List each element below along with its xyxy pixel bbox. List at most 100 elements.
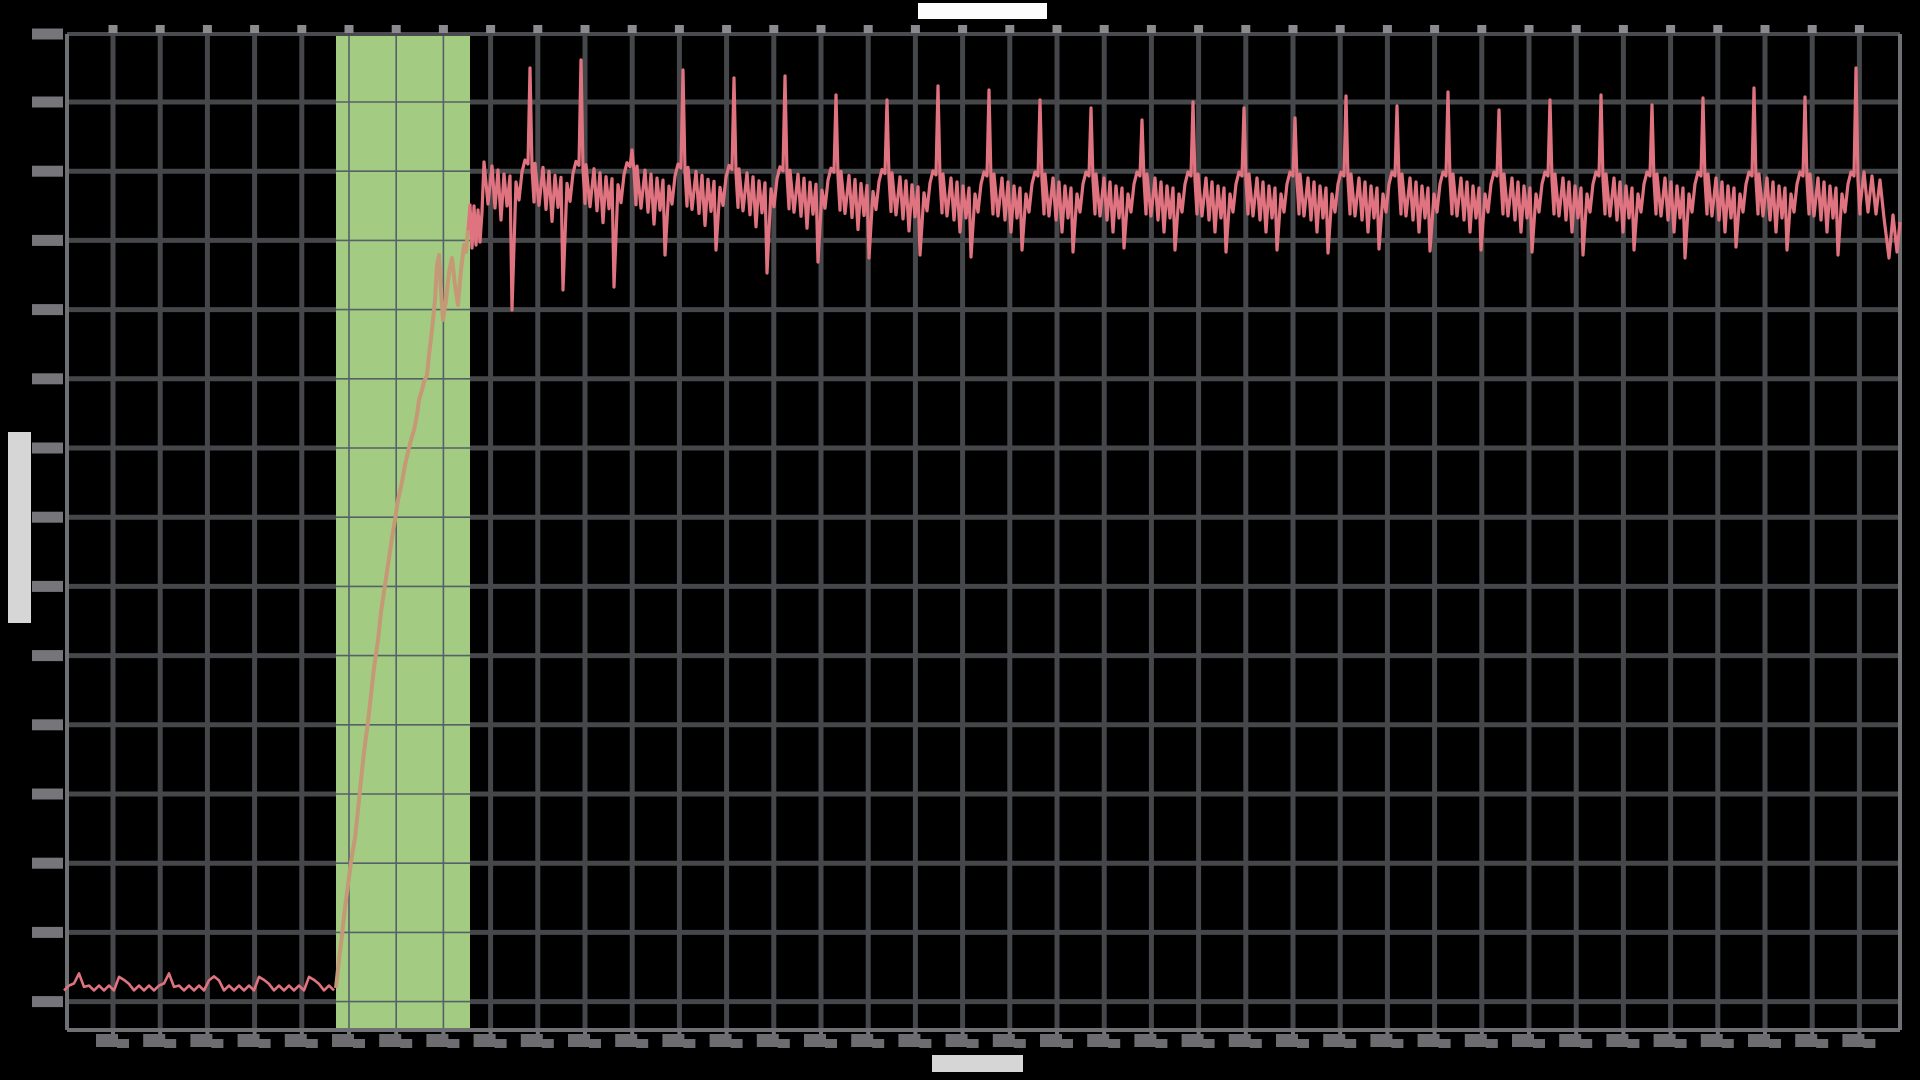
x-tick-label-block — [1417, 1034, 1440, 1047]
x-tick-label-block — [1181, 1034, 1204, 1047]
x-tick-label-block — [730, 1039, 743, 1048]
x-tick-label-block — [494, 1039, 507, 1048]
x-tick-label-block — [379, 1034, 402, 1047]
x-axis-top-tick — [1760, 25, 1770, 33]
x-axis-top-tick — [202, 25, 212, 33]
y-tick-label-block — [32, 650, 63, 662]
x-tick-label-block — [872, 1039, 885, 1048]
y-tick-label-block — [32, 96, 63, 108]
x-axis-top-tick — [486, 25, 496, 33]
x-tick-label-block — [117, 1039, 129, 1048]
x-tick-label-block — [1485, 1039, 1498, 1048]
x-tick-label-block — [1155, 1039, 1168, 1048]
x-axis-top-tick — [722, 25, 732, 33]
x-tick-label-block — [520, 1034, 543, 1047]
x-tick-label-block — [1040, 1034, 1062, 1047]
x-axis-top-tick — [438, 25, 448, 33]
x-axis-top-tick — [1524, 25, 1534, 33]
x-tick-label-block — [1013, 1039, 1026, 1048]
x-tick-label-block — [1202, 1039, 1215, 1048]
y-axis-label-text — [8, 432, 31, 623]
x-axis-top-tick — [1713, 25, 1723, 33]
series-line-rise — [334, 229, 470, 989]
y-tick-label-block — [32, 580, 63, 592]
x-tick-label-block — [96, 1034, 118, 1047]
x-tick-label-block — [1580, 1039, 1593, 1048]
x-tick-label-block — [1061, 1039, 1073, 1048]
x-tick-label-block — [1297, 1039, 1309, 1048]
x-axis-top-tick — [1146, 25, 1156, 33]
x-axis-top-tick — [1807, 25, 1817, 33]
x-tick-label-block — [164, 1039, 177, 1048]
x-tick-label-block — [1627, 1039, 1640, 1048]
chart-title-block — [918, 3, 1047, 19]
x-tick-label-block — [589, 1039, 601, 1048]
x-axis-top-tick — [250, 25, 260, 33]
x-tick-label-block — [258, 1039, 271, 1048]
y-tick-label-block — [32, 857, 63, 869]
y-tick-label-block — [32, 788, 63, 800]
x-tick-label-block — [1748, 1034, 1770, 1047]
x-tick-label-block — [945, 1034, 968, 1047]
x-tick-label-block — [898, 1034, 921, 1047]
x-tick-label-block — [211, 1039, 224, 1048]
x-tick-label-block — [1769, 1039, 1781, 1048]
x-tick-label-block — [426, 1034, 449, 1047]
x-tick-label-block — [1323, 1034, 1346, 1047]
x-axis-top-tick — [674, 25, 684, 33]
x-tick-label-block — [541, 1039, 554, 1048]
x-tick-label-block — [851, 1034, 874, 1047]
x-tick-label-block — [1606, 1034, 1629, 1047]
x-tick-label-block — [1795, 1034, 1818, 1047]
x-axis-top-tick — [344, 25, 354, 33]
x-axis-top-tick — [297, 25, 307, 33]
x-tick-label-block — [190, 1034, 213, 1047]
x-axis-top-tick — [1430, 25, 1440, 33]
series-line — [466, 58, 1902, 312]
y-tick-label-block — [32, 304, 63, 316]
x-axis-top-tick — [1288, 25, 1298, 33]
x-axis-top-tick — [1005, 25, 1015, 33]
y-tick-label-block — [32, 719, 63, 731]
x-axis-top-tick — [1666, 25, 1676, 33]
x-tick-label-block — [1134, 1034, 1157, 1047]
x-tick-label-block — [966, 1039, 979, 1048]
y-tick-label-block — [32, 165, 63, 177]
x-tick-label-block — [1370, 1034, 1393, 1047]
x-tick-label-block — [1863, 1039, 1876, 1048]
x-tick-label-block — [1559, 1034, 1582, 1047]
x-axis-top-tick — [1052, 25, 1062, 33]
y-tick-label-block — [32, 234, 63, 246]
x-tick-label-block — [1228, 1034, 1251, 1047]
x-axis-top-tick — [769, 25, 779, 33]
x-tick-label-block — [284, 1034, 307, 1047]
x-tick-label-block — [1438, 1039, 1451, 1048]
y-tick-label-block — [32, 926, 63, 938]
x-axis-top-tick — [1241, 25, 1251, 33]
x-tick-label-block — [1816, 1039, 1829, 1048]
x-tick-label-block — [1653, 1034, 1676, 1047]
x-tick-label-block — [756, 1034, 779, 1047]
y-tick-label-block — [32, 373, 63, 385]
x-tick-label-block — [683, 1039, 696, 1048]
x-tick-label-block — [825, 1039, 837, 1048]
x-axis-label-text — [932, 1055, 1023, 1072]
x-tick-label-block — [237, 1034, 260, 1047]
x-tick-label-block — [305, 1039, 318, 1048]
highlight-band — [336, 34, 470, 1030]
x-axis-top-tick — [155, 25, 165, 33]
x-axis-top-tick — [1571, 25, 1581, 33]
x-axis-top-tick — [580, 25, 590, 33]
x-axis-top-tick — [863, 25, 873, 33]
x-tick-label-block — [709, 1034, 732, 1047]
x-tick-label-block — [1108, 1039, 1121, 1048]
x-axis-top-tick — [391, 25, 401, 33]
x-axis-top-tick — [1477, 25, 1487, 33]
y-tick-label-block — [32, 511, 63, 523]
x-tick-label-block — [1674, 1039, 1687, 1048]
x-tick-label-block — [1512, 1034, 1534, 1047]
x-tick-label-block — [400, 1039, 413, 1048]
x-tick-label-block — [1464, 1034, 1487, 1047]
